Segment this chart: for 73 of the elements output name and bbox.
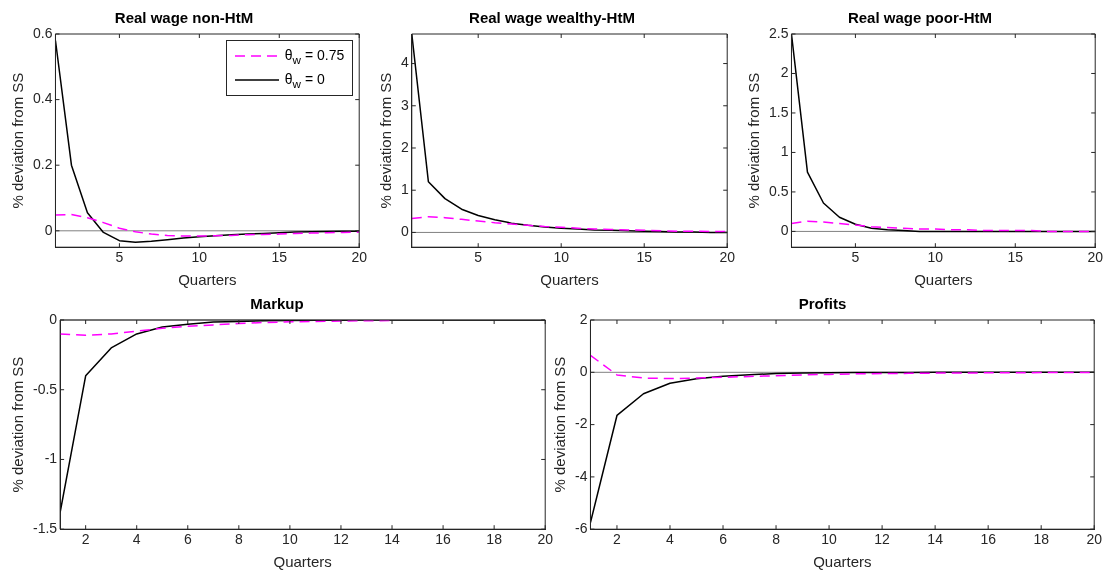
y-axis-title: % deviation from SS bbox=[745, 72, 763, 209]
x-axis-title: Quarters bbox=[813, 553, 872, 571]
y-axis-title: % deviation from SS bbox=[377, 72, 395, 209]
x-tick-label: 8 bbox=[234, 531, 243, 548]
y-tick-label: -6 bbox=[575, 520, 588, 537]
x-tick-label: 14 bbox=[384, 531, 401, 548]
y-tick-label: 1 bbox=[400, 181, 409, 198]
y-tick-label: -1.5 bbox=[33, 520, 58, 537]
x-tick-label: 20 bbox=[351, 249, 368, 266]
x-tick-label: 20 bbox=[1086, 531, 1103, 548]
y-tick-label: 0.4 bbox=[32, 90, 53, 107]
chart-title: Real wage non-HtM bbox=[114, 9, 254, 27]
y-tick-label: 2.5 bbox=[768, 24, 789, 41]
y-tick-label: 0 bbox=[44, 221, 53, 238]
y-tick-label: 0 bbox=[400, 223, 409, 240]
x-tick-label: 10 bbox=[821, 531, 838, 548]
x-tick-label: 10 bbox=[282, 531, 298, 548]
x-tick-label: 5 bbox=[851, 249, 860, 266]
y-tick-label: 3 bbox=[400, 96, 409, 113]
y-tick-label: 0 bbox=[579, 363, 588, 380]
y-tick-label: 1 bbox=[780, 143, 789, 160]
y-tick-label: 0 bbox=[780, 222, 789, 239]
x-tick-label: 5 bbox=[115, 249, 124, 266]
x-tick-label: 10 bbox=[191, 249, 208, 266]
y-tick-label: -2 bbox=[575, 415, 588, 432]
x-tick-label: 6 bbox=[183, 531, 192, 548]
y-tick-label: -1 bbox=[44, 450, 58, 467]
y-tick-label: 2 bbox=[780, 64, 789, 81]
y-tick-label: 0.6 bbox=[32, 24, 53, 41]
y-tick-label: 4 bbox=[400, 54, 409, 71]
y-tick-label: 0.5 bbox=[768, 182, 789, 199]
x-tick-label: 6 bbox=[719, 531, 728, 548]
x-tick-label: 15 bbox=[271, 249, 288, 266]
y-tick-label: 0.2 bbox=[32, 156, 53, 173]
x-tick-label: 2 bbox=[81, 531, 90, 548]
x-tick-label: 16 bbox=[980, 531, 997, 548]
x-axis-title: Quarters bbox=[178, 271, 237, 289]
y-tick-label: -4 bbox=[575, 467, 588, 484]
x-tick-label: 20 bbox=[537, 531, 554, 548]
x-tick-label: 10 bbox=[553, 249, 570, 266]
x-tick-label: 18 bbox=[1033, 531, 1050, 548]
x-tick-label: 2 bbox=[613, 531, 622, 548]
y-tick-label: -0.5 bbox=[33, 380, 58, 397]
chart-title: Profits bbox=[798, 295, 847, 313]
x-tick-label: 5 bbox=[474, 249, 483, 266]
y-axis-title: % deviation from SS bbox=[9, 356, 27, 493]
x-tick-label: 15 bbox=[636, 249, 653, 266]
y-tick-label: 2 bbox=[579, 310, 588, 327]
y-axis-title: % deviation from SS bbox=[551, 356, 569, 493]
x-tick-label: 4 bbox=[132, 531, 141, 548]
x-tick-label: 8 bbox=[772, 531, 781, 548]
x-axis-title: Quarters bbox=[540, 271, 599, 289]
x-tick-label: 18 bbox=[486, 531, 503, 548]
x-tick-label: 15 bbox=[1007, 249, 1024, 266]
y-tick-label: 1.5 bbox=[768, 103, 789, 120]
y-axis-title: % deviation from SS bbox=[9, 72, 27, 209]
x-tick-label: 16 bbox=[435, 531, 452, 548]
chart-title: Real wage poor-HtM bbox=[847, 9, 993, 27]
x-tick-label: 4 bbox=[666, 531, 675, 548]
x-axis-title: Quarters bbox=[273, 553, 332, 571]
x-axis-title: Quarters bbox=[914, 271, 973, 289]
y-tick-label: 2 bbox=[400, 138, 409, 155]
x-tick-label: 12 bbox=[333, 531, 349, 548]
x-tick-label: 14 bbox=[927, 531, 944, 548]
legend-label: θ$_{w}$ = 0 bbox=[284, 70, 325, 90]
y-tick-label: 0 bbox=[49, 310, 58, 327]
chart-title: Markup bbox=[250, 295, 304, 313]
x-tick-label: 12 bbox=[874, 531, 891, 548]
x-tick-label: 10 bbox=[927, 249, 944, 266]
chart-title: Real wage wealthy-HtM bbox=[469, 9, 635, 27]
legend-label: θ$_{w}$ = 0.75 bbox=[284, 46, 345, 66]
x-tick-label: 20 bbox=[719, 249, 736, 266]
x-tick-label: 20 bbox=[1087, 249, 1104, 266]
